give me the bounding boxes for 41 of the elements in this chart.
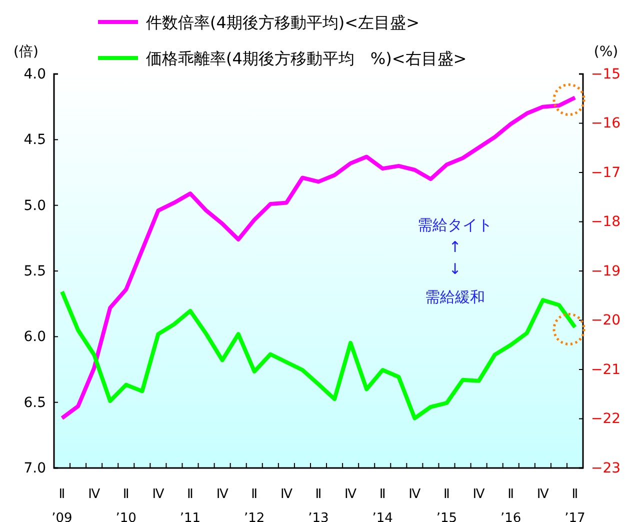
x-tick-label: Ⅳ [536, 487, 549, 502]
y2-tick-label: −23 [591, 460, 621, 476]
y-tick-label: 6.5 [24, 394, 46, 411]
y2-tick-label: −19 [591, 263, 621, 280]
legend-label: 件数倍率(4期後方移動平均)<左目盛> [146, 13, 420, 32]
x-tick-label: Ⅳ [280, 487, 292, 502]
x-tick-label: Ⅳ [152, 487, 164, 502]
x-tick-label: Ⅳ [408, 487, 421, 502]
y2-tick-label: −18 [591, 214, 621, 230]
x-tick-label: Ⅱ ’14 [372, 487, 393, 522]
x-tick-label: Ⅱ ’13 [308, 487, 329, 522]
y2-tick-label: −22 [591, 411, 621, 428]
y-tick-label: 6.0 [24, 329, 46, 346]
y2-tick-label: −15 [591, 66, 621, 82]
x-tick-label: Ⅱ ’16 [500, 487, 522, 522]
x-tick-label: Ⅱ ’09 [52, 487, 72, 522]
x-tick-label: Ⅳ [88, 487, 100, 502]
y-tick-label: 4.0 [24, 66, 46, 82]
y2-tick-label: −21 [591, 362, 621, 378]
x-tick-label: Ⅳ [472, 487, 485, 502]
y-tick-label: 5.0 [24, 198, 46, 214]
y2-tick-label: −20 [591, 312, 621, 329]
y2-tick-label: −17 [591, 164, 621, 181]
y-tick-label: 7.0 [24, 460, 46, 476]
y-axis-title: (倍) [14, 44, 38, 60]
annotation: ↓ [448, 260, 462, 278]
x-tick-label: Ⅱ ’15 [436, 487, 458, 522]
legend-label: 価格乖離率(4期後方移動平均 %)<右目盛> [146, 49, 467, 68]
annotation: 需給タイト [418, 216, 492, 234]
x-tick-label: Ⅳ [216, 487, 228, 502]
x-tick-label: Ⅱ ’12 [244, 487, 265, 522]
x-tick-label: Ⅱ ’11 [180, 487, 201, 522]
y2-tick-label: −16 [591, 116, 621, 132]
x-tick-label: Ⅱ ’17 [564, 487, 586, 522]
y-tick-label: 4.5 [24, 132, 46, 148]
y2-axis-title: (%) [594, 44, 618, 60]
y-tick-label: 5.5 [24, 263, 46, 280]
annotation: 需給緩和 [425, 288, 485, 306]
x-tick-label: Ⅳ [344, 487, 357, 502]
x-tick-label: Ⅱ ’10 [116, 487, 136, 522]
annotation: ↑ [448, 238, 462, 256]
